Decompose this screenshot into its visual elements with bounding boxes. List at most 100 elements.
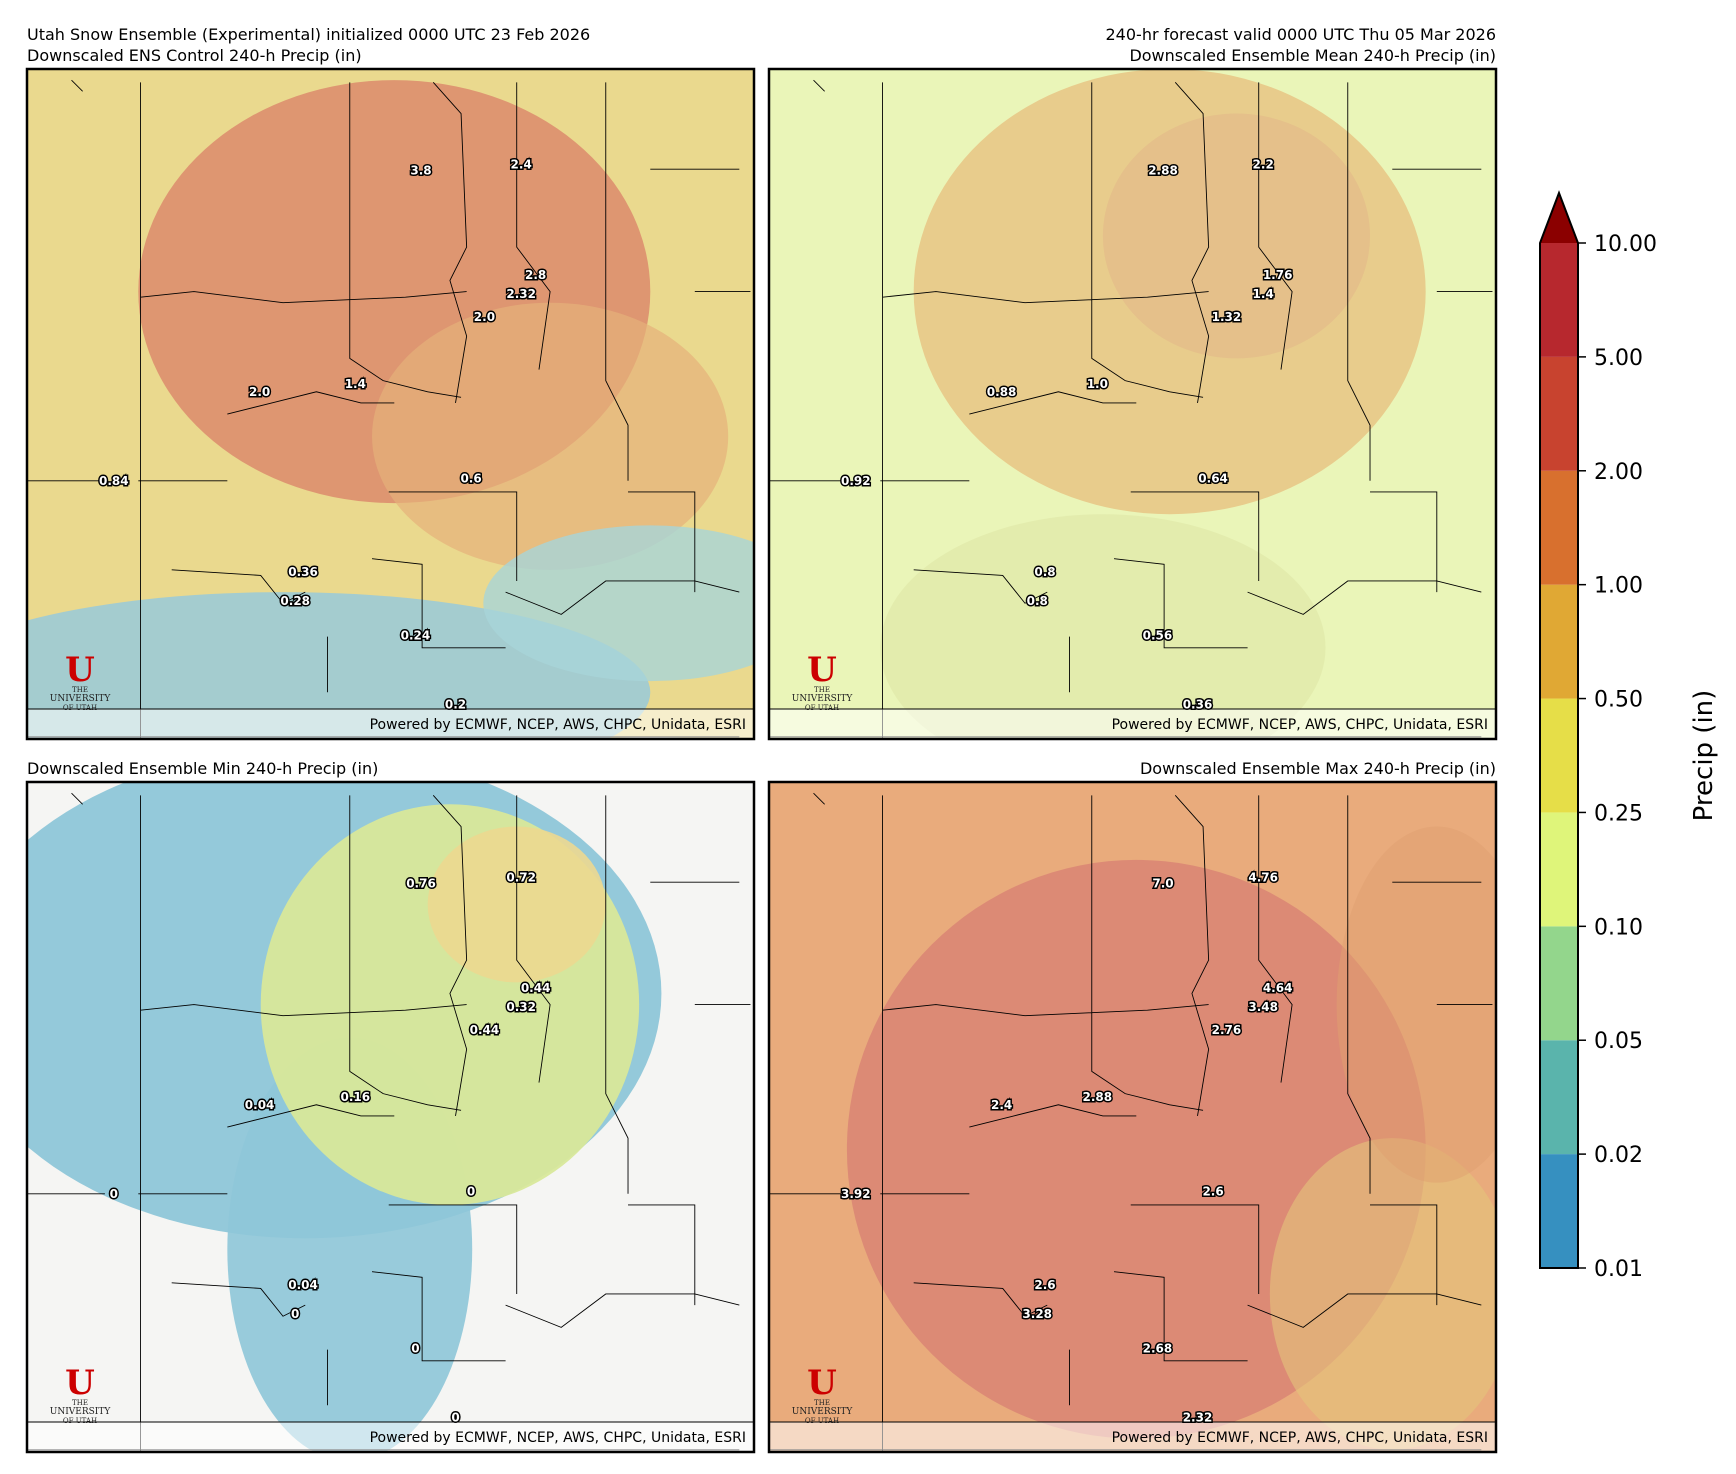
station-value: 0.36 bbox=[1183, 698, 1213, 712]
header-right: 240-hr forecast valid 0000 UTC Thu 05 Ma… bbox=[1106, 25, 1497, 44]
colorbar-tick-label: 0.10 bbox=[1594, 915, 1643, 940]
colorbar-tick-label: 0.01 bbox=[1594, 1257, 1643, 1282]
colorbar-outline bbox=[1539, 190, 1579, 1269]
logo-text: OF UTAH bbox=[805, 1417, 839, 1425]
station-value: 4.76 bbox=[1248, 871, 1278, 885]
station-value: 0.04 bbox=[245, 1098, 275, 1112]
station-value: 2.6 bbox=[1202, 1185, 1223, 1199]
logo-mark: U bbox=[65, 1363, 95, 1403]
panel-title: Downscaled Ensemble Max 240-h Precip (in… bbox=[1140, 759, 1496, 778]
station-value: 2.2 bbox=[1253, 158, 1274, 172]
station-value: 3.28 bbox=[1022, 1307, 1052, 1321]
station-value: 0.28 bbox=[280, 594, 310, 608]
station-value: 2.8 bbox=[525, 268, 546, 282]
colorbar-band bbox=[1540, 812, 1578, 927]
colorbar-label: Precip (in) bbox=[1689, 690, 1719, 822]
colorbar-extend bbox=[1540, 193, 1578, 243]
colorbar-band bbox=[1540, 356, 1578, 471]
map-panel: Downscaled Ensemble Mean 240-h Precip (i… bbox=[767, 46, 1498, 741]
colorbar-band bbox=[1540, 1154, 1578, 1268]
station-value: 0 bbox=[467, 1185, 475, 1199]
map-shading bbox=[27, 782, 754, 1452]
station-value: 0.76 bbox=[406, 876, 436, 890]
footer-credit: Powered by ECMWF, NCEP, AWS, CHPC, Unida… bbox=[1112, 1430, 1488, 1446]
station-value: 0.32 bbox=[506, 1000, 536, 1014]
footer-credit: Powered by ECMWF, NCEP, AWS, CHPC, Unida… bbox=[370, 1430, 746, 1446]
station-value: 2.0 bbox=[474, 310, 495, 324]
station-value: 0.64 bbox=[1198, 472, 1228, 486]
station-value: 0.8 bbox=[1027, 594, 1048, 608]
frame bbox=[25, 780, 756, 1454]
station-value: 1.76 bbox=[1263, 268, 1293, 282]
station-value: 3.48 bbox=[1248, 1000, 1278, 1014]
frame bbox=[767, 67, 1498, 741]
station-value: 0.8 bbox=[1034, 565, 1055, 579]
station-value: 2.4 bbox=[991, 1098, 1012, 1112]
footer-credit: Powered by ECMWF, NCEP, AWS, CHPC, Unida… bbox=[370, 717, 746, 733]
colorbar-band bbox=[1540, 698, 1578, 813]
station-value: 1.32 bbox=[1212, 310, 1242, 324]
station-value: 3.8 bbox=[410, 163, 431, 177]
footer-strip bbox=[769, 1421, 1496, 1452]
map-shading bbox=[769, 69, 1496, 739]
colorbar-tick-label: 1.00 bbox=[1594, 574, 1643, 599]
logo-mark: U bbox=[807, 650, 837, 690]
precip-area bbox=[483, 525, 754, 682]
colorbar-band bbox=[1540, 584, 1578, 699]
station-value: 2.88 bbox=[1148, 163, 1178, 177]
station-value: 0 bbox=[110, 1187, 118, 1201]
colorbar-tick-label: 0.05 bbox=[1594, 1029, 1643, 1054]
colorbar-tick-label: 5.00 bbox=[1594, 346, 1643, 371]
logo-text: UNIVERSITY bbox=[50, 1407, 112, 1417]
station-value: 0 bbox=[291, 1307, 299, 1321]
station-value: 0.16 bbox=[341, 1090, 371, 1104]
logo-mark: U bbox=[807, 1363, 837, 1403]
logo-text: THE bbox=[814, 1399, 830, 1407]
precip-area bbox=[1102, 113, 1371, 359]
logo-text: THE bbox=[72, 686, 88, 694]
station-value: 0.04 bbox=[288, 1278, 318, 1292]
panel-title: Downscaled ENS Control 240-h Precip (in) bbox=[27, 46, 362, 65]
precip-area bbox=[1336, 826, 1496, 1183]
colorbar-tick-label: 0.25 bbox=[1594, 801, 1643, 826]
panel-title: Downscaled Ensemble Mean 240-h Precip (i… bbox=[1129, 46, 1496, 65]
precip-area bbox=[880, 514, 1326, 739]
station-value: 0.36 bbox=[288, 565, 318, 579]
colorbar-band bbox=[1540, 1040, 1578, 1155]
logo-text: UNIVERSITY bbox=[50, 694, 112, 704]
header-left: Utah Snow Ensemble (Experimental) initia… bbox=[27, 25, 590, 44]
station-value: 0.6 bbox=[460, 472, 481, 486]
station-value: 2.76 bbox=[1212, 1023, 1242, 1037]
logo-mark: U bbox=[65, 650, 95, 690]
station-value: 2.6 bbox=[1034, 1278, 1055, 1292]
logo-text: THE bbox=[814, 686, 830, 694]
footer-strip bbox=[27, 708, 754, 739]
map-panel: Downscaled Ensemble Max 240-h Precip (in… bbox=[767, 759, 1498, 1454]
colorbar: 0.01 0.02 0.05 0.10 0.25 0.50 1.00 2.00 5.00 10.0… bbox=[1539, 190, 1719, 1282]
logo-text: OF UTAH bbox=[63, 1417, 97, 1425]
colorbar-tick-label: 2.00 bbox=[1594, 460, 1643, 485]
station-value: 7.0 bbox=[1152, 876, 1173, 890]
station-value: 0.24 bbox=[401, 629, 431, 643]
station-value: 3.92 bbox=[841, 1187, 871, 1201]
station-value: 2.0 bbox=[249, 385, 270, 399]
colorbar-tick-label: 0.02 bbox=[1594, 1143, 1643, 1168]
footer-credit: Powered by ECMWF, NCEP, AWS, CHPC, Unida… bbox=[1112, 717, 1488, 733]
map-shading bbox=[769, 782, 1496, 1452]
station-value: 2.32 bbox=[1183, 1411, 1213, 1425]
station-value: 0.2 bbox=[445, 698, 466, 712]
colorbar-band bbox=[1540, 926, 1578, 1041]
station-value: 4.64 bbox=[1263, 981, 1293, 995]
map-panel: Downscaled Ensemble Min 240-h Precip (in… bbox=[25, 759, 756, 1454]
station-value: 0.84 bbox=[99, 474, 129, 488]
frame bbox=[25, 67, 756, 741]
frame bbox=[767, 780, 1498, 1454]
logo-text: OF UTAH bbox=[63, 704, 97, 712]
colorbar-tick-label: 0.50 bbox=[1594, 688, 1643, 713]
footer-strip bbox=[27, 1421, 754, 1452]
station-value: 0.44 bbox=[521, 981, 551, 995]
station-value: 2.88 bbox=[1083, 1090, 1113, 1104]
station-value: 2.68 bbox=[1143, 1342, 1173, 1356]
station-value: 0.44 bbox=[470, 1023, 500, 1037]
logo-text: THE bbox=[72, 1399, 88, 1407]
